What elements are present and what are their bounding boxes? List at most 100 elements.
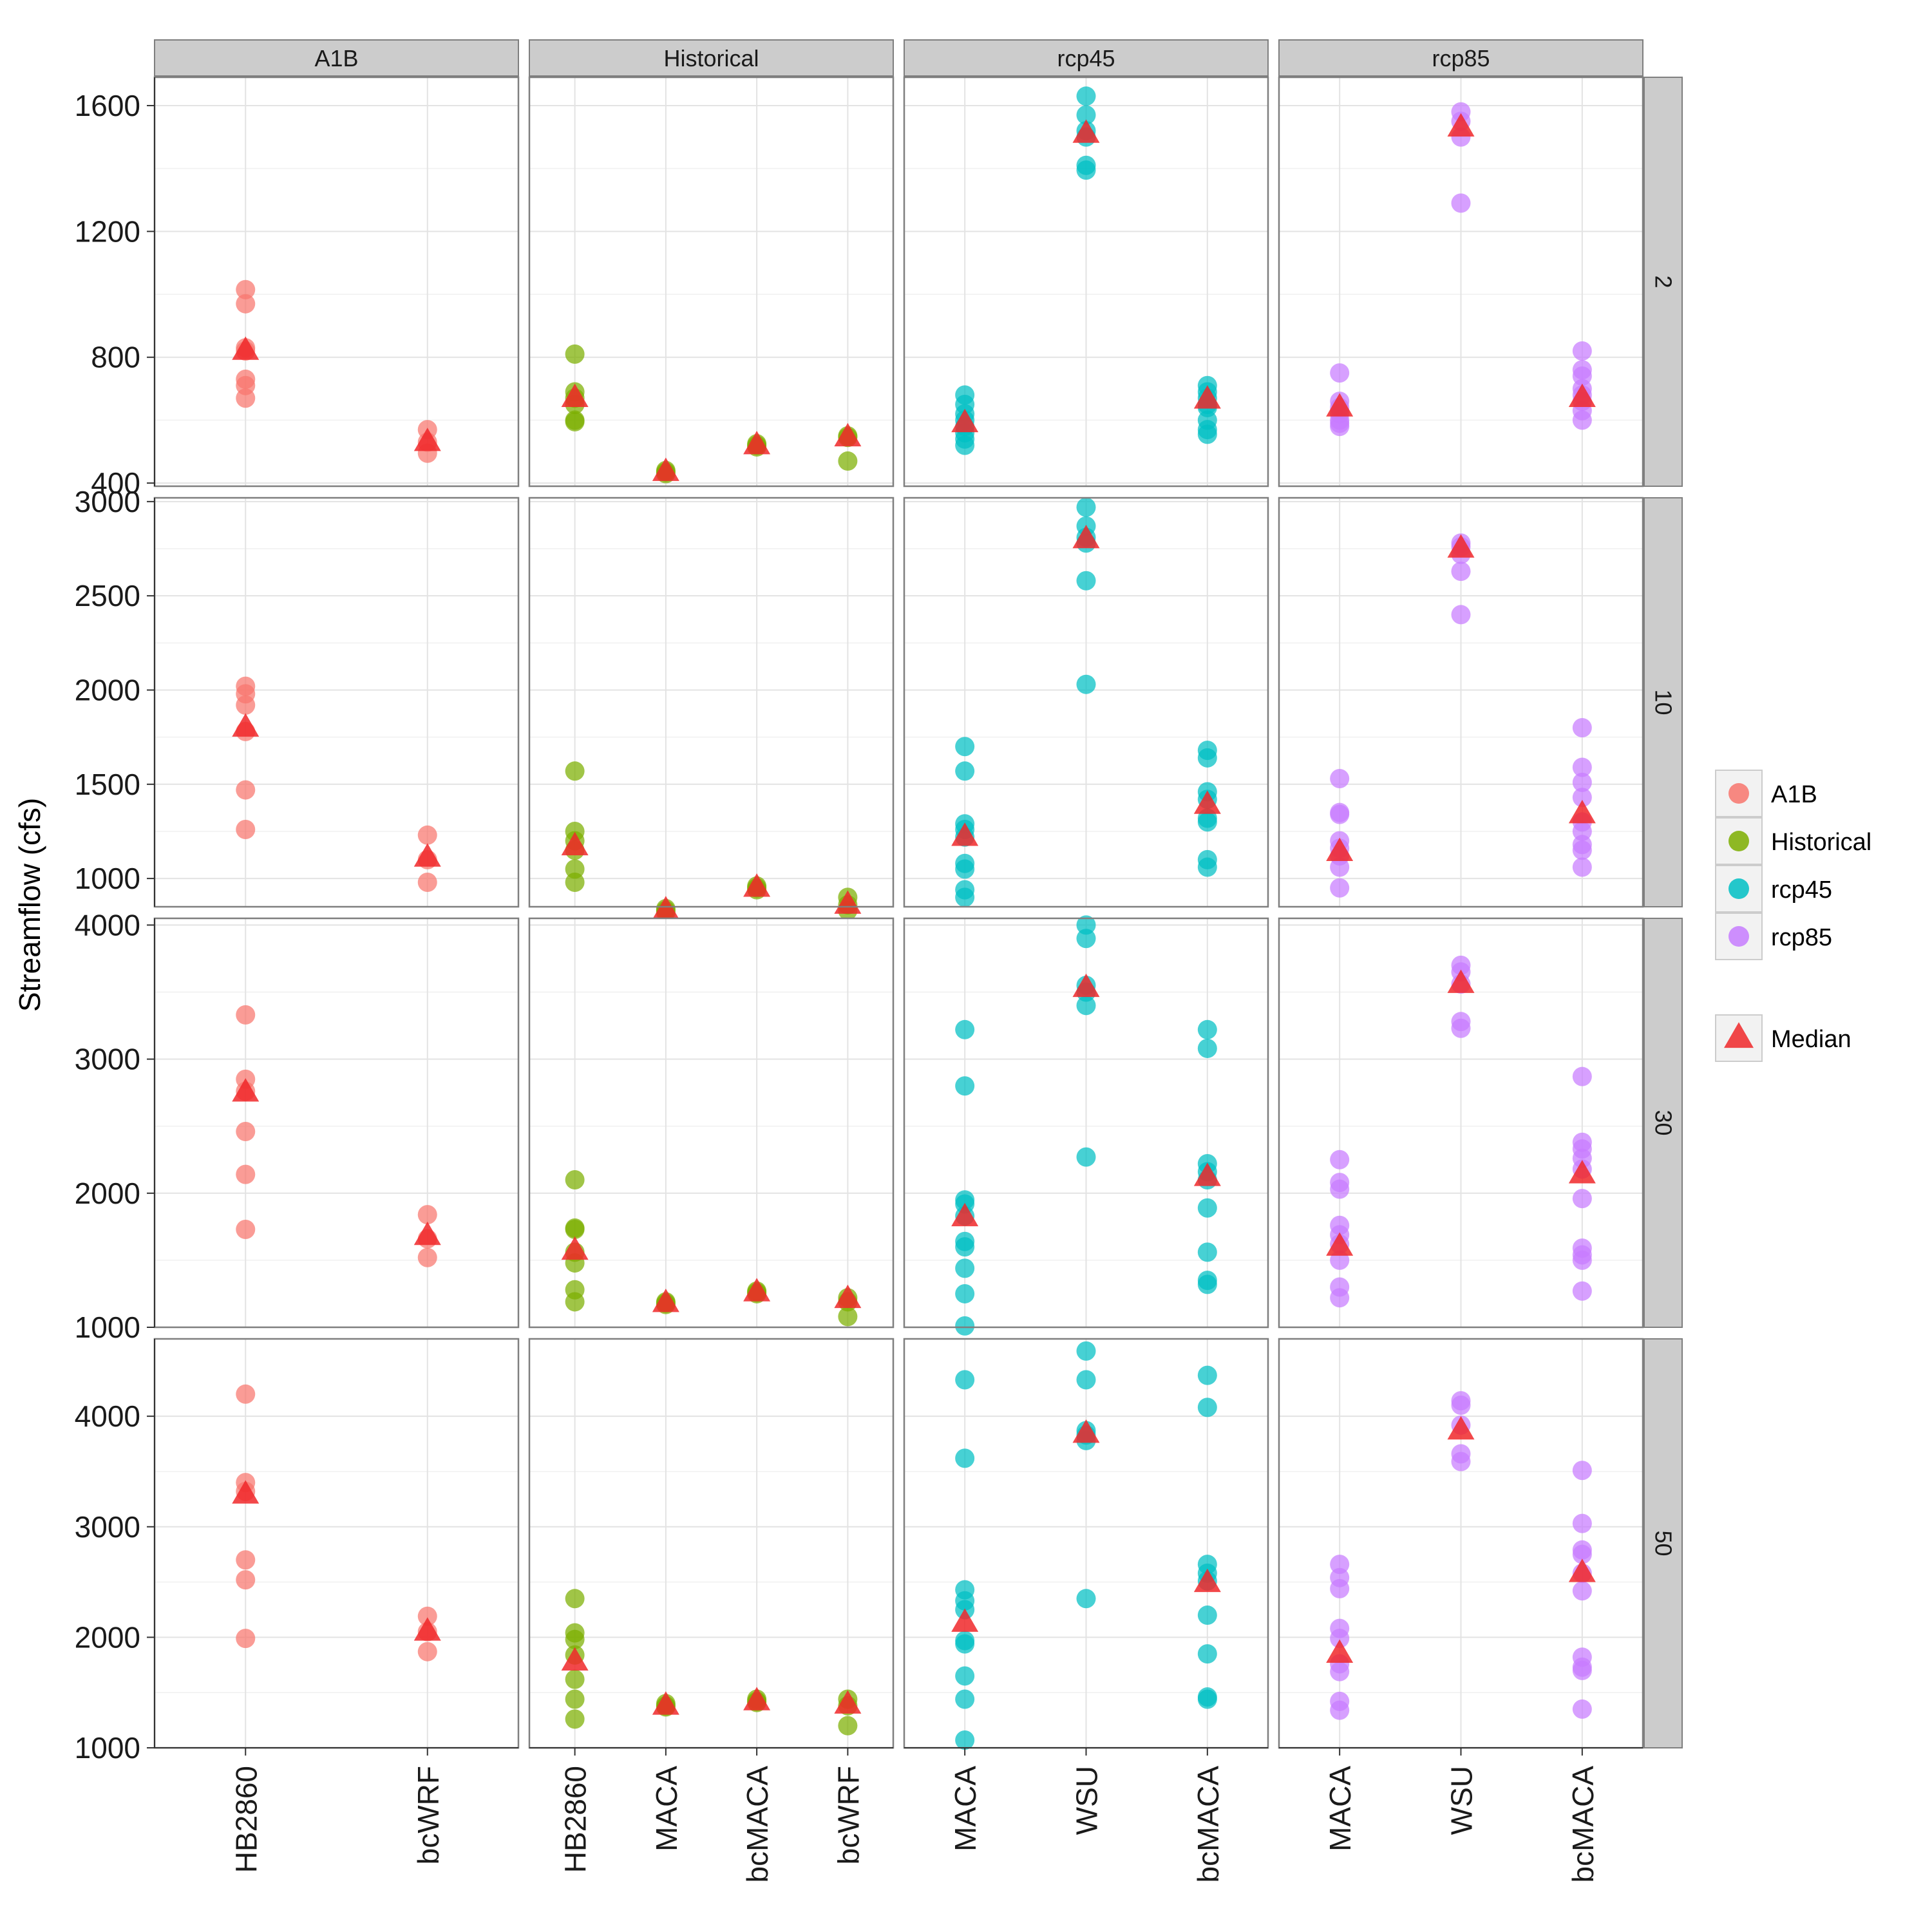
- data-point: [1197, 1019, 1217, 1039]
- data-point: [417, 1247, 437, 1267]
- median-marker: [232, 336, 260, 360]
- median-marker: [1326, 393, 1354, 417]
- y-tick-label: 2000: [75, 1177, 140, 1210]
- data-point: [1076, 86, 1096, 106]
- data-point: [565, 1589, 585, 1609]
- x-tick-label: MACA: [949, 1766, 982, 1852]
- data-point: [1076, 497, 1096, 517]
- data-point: [236, 1164, 256, 1184]
- median-marker: [743, 873, 771, 897]
- panel-background: [155, 918, 518, 1327]
- data-point: [417, 872, 437, 892]
- data-point: [236, 1005, 256, 1025]
- legend-label: rcp85: [1771, 924, 1832, 951]
- panel-rcp45-row-30: [903, 915, 1269, 1336]
- data-point: [1197, 1198, 1217, 1218]
- median-marker: [1072, 973, 1100, 998]
- data-point: [565, 761, 585, 781]
- column-strip: [154, 39, 519, 77]
- median-marker: [1072, 119, 1100, 143]
- data-point: [1076, 1370, 1096, 1390]
- panel-background: [529, 498, 893, 907]
- panel-background: [529, 1339, 893, 1748]
- legend-item: Historical: [1715, 817, 1871, 865]
- x-tick-label: bcWRF: [412, 1766, 445, 1864]
- median-marker: [834, 890, 862, 914]
- y-tick-label: 3000: [75, 1043, 140, 1076]
- x-tick-label: MACA: [1323, 1766, 1357, 1852]
- panel-Historical-row-30: [528, 917, 895, 1329]
- row-strip-label: 30: [1651, 1110, 1677, 1135]
- data-point: [1451, 1018, 1471, 1038]
- data-point: [1330, 1288, 1350, 1308]
- median-marker: [834, 422, 862, 447]
- median-marker: [1193, 1162, 1221, 1186]
- data-point: [955, 737, 975, 757]
- median-marker: [743, 1687, 771, 1710]
- panel-background: [529, 918, 893, 1327]
- data-point: [565, 1220, 585, 1240]
- data-point: [1330, 1150, 1350, 1170]
- panel-rcp85-row-10: [1278, 497, 1644, 908]
- median-marker: [413, 1221, 441, 1245]
- median-marker: [743, 430, 771, 455]
- median-marker: [652, 1691, 679, 1715]
- y-tick-label: 1200: [75, 214, 140, 248]
- data-point: [1572, 1544, 1592, 1564]
- x-tick-label: HB2860: [229, 1766, 263, 1873]
- data-point: [1330, 878, 1350, 898]
- data-point: [236, 1570, 256, 1590]
- legend-label: rcp45: [1771, 876, 1832, 904]
- data-point: [236, 780, 256, 800]
- data-point: [236, 1384, 256, 1404]
- data-point: [1572, 718, 1592, 738]
- panel-rcp85-row-50: [1278, 1338, 1644, 1749]
- data-point: [1572, 857, 1592, 877]
- data-point: [565, 1170, 585, 1189]
- data-point: [955, 1634, 975, 1654]
- data-point: [955, 1448, 975, 1468]
- median-marker: [1193, 385, 1221, 409]
- column-strip-label: Historical: [663, 45, 759, 71]
- data-point: [1076, 160, 1096, 180]
- column-strip-label: A1B: [314, 45, 358, 71]
- panels-layer: [153, 76, 1644, 1750]
- median-marker: [834, 1284, 862, 1309]
- y-tick-label: 2500: [75, 579, 140, 612]
- data-point: [955, 1316, 975, 1336]
- median-marker: [1568, 800, 1596, 824]
- y-tick-label: 1000: [75, 1311, 140, 1344]
- legend-item: A1B: [1715, 770, 1817, 817]
- data-point: [1330, 417, 1350, 437]
- data-point: [1076, 105, 1096, 125]
- data-point: [417, 1205, 437, 1225]
- row-strip-label: 2: [1651, 275, 1677, 288]
- panel-A1B-row-50: [153, 1338, 520, 1749]
- data-point: [565, 344, 585, 364]
- data-point: [1330, 1578, 1350, 1598]
- data-point: [1451, 605, 1471, 625]
- data-point: [838, 1716, 858, 1736]
- column-strip: [529, 39, 894, 77]
- data-point: [955, 1019, 975, 1039]
- panel-background: [155, 77, 518, 486]
- panel-border: [1278, 76, 1644, 488]
- data-point: [1197, 748, 1217, 768]
- legend-label: Historical: [1771, 829, 1871, 856]
- x-tick-label: bcMACA: [741, 1766, 774, 1883]
- median-marker: [951, 1202, 979, 1227]
- data-point: [955, 1283, 975, 1303]
- data-point: [1197, 1397, 1217, 1417]
- facet-strips: A1B Historical rcp45 rcp85 2 10 30 50: [154, 39, 1683, 1748]
- y-tick-label: 2000: [75, 1620, 140, 1654]
- median-marker: [1447, 969, 1475, 993]
- median-marker: [743, 1278, 771, 1302]
- panel-border: [528, 76, 895, 488]
- data-point: [955, 1730, 975, 1750]
- data-point: [236, 294, 256, 314]
- data-point: [236, 1550, 256, 1570]
- panel-background: [155, 498, 518, 907]
- y-axes-layer: 400 800 1200 1600 1000 1500 2000 2500 3000 1000 20…: [75, 77, 155, 1765]
- legend-item: rcp45: [1715, 865, 1832, 913]
